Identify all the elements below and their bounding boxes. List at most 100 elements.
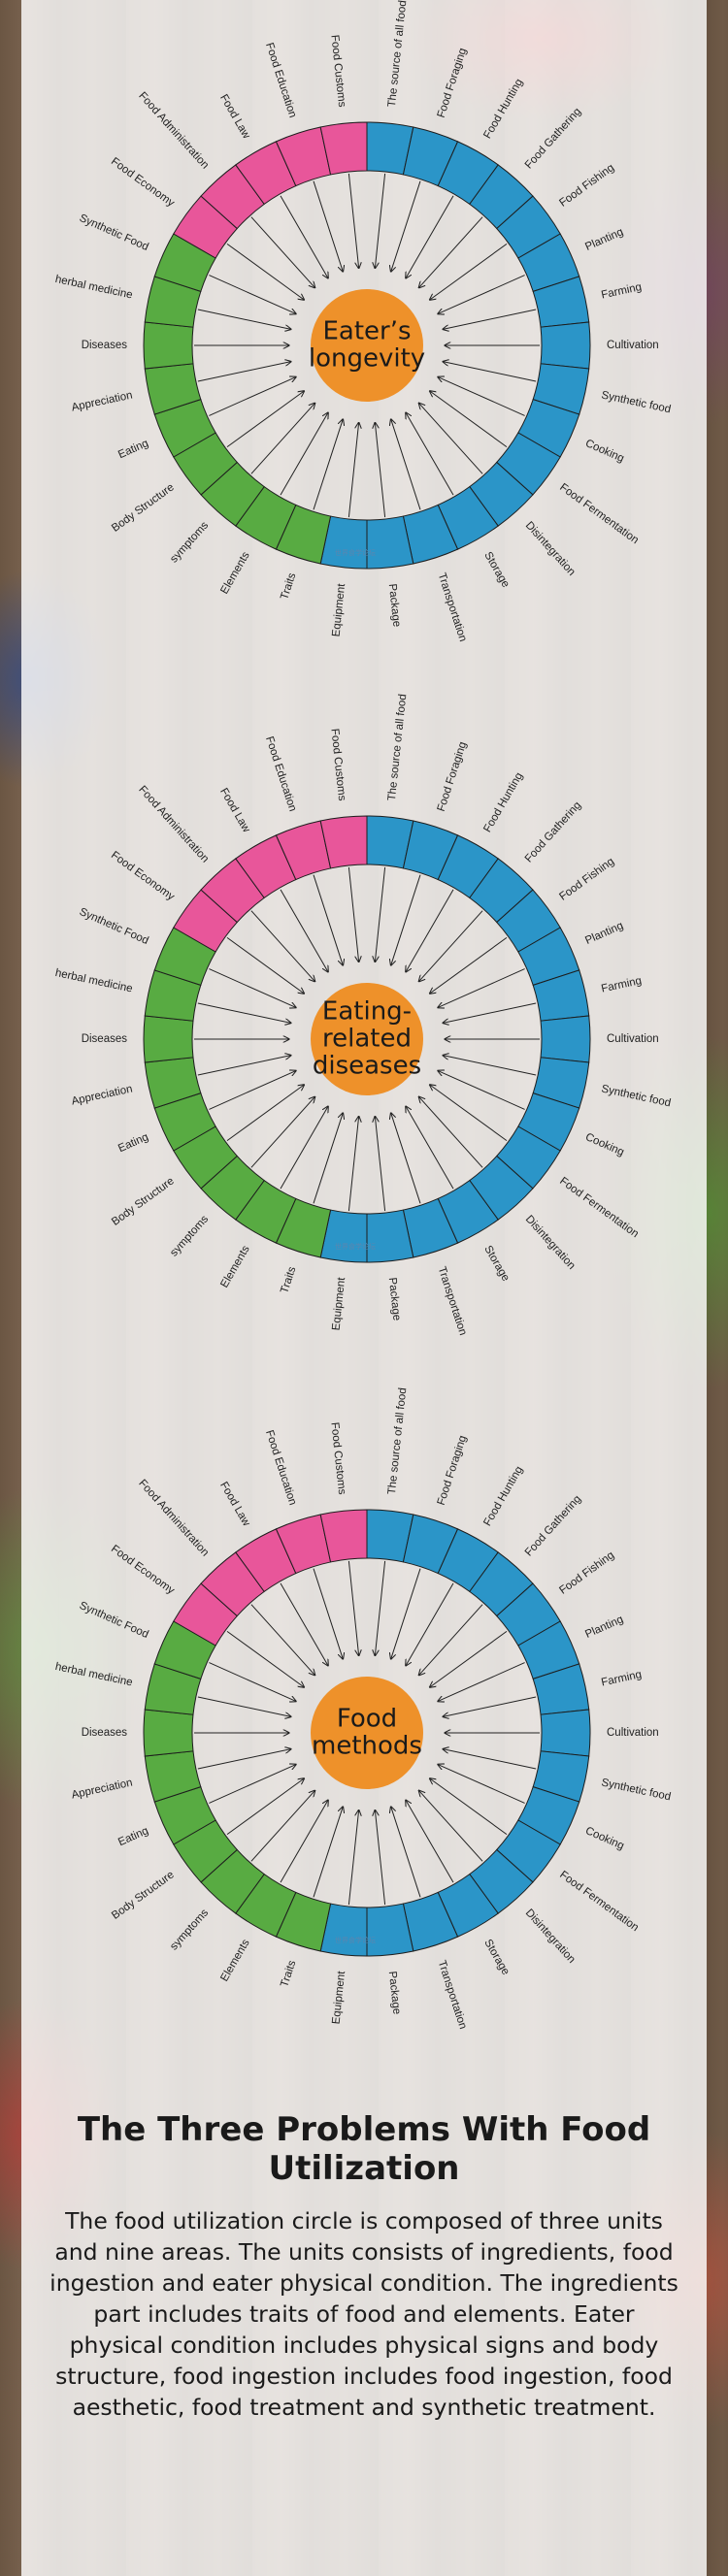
segment-arrow: [443, 362, 537, 382]
segment-arrow: [438, 1765, 525, 1804]
segment-label: Food Administration: [136, 784, 211, 865]
segment-label: Diseases: [82, 1727, 128, 1739]
segment-arrow: [438, 1662, 525, 1702]
wheel-segment: [319, 815, 368, 869]
segment-label: Package: [386, 1971, 403, 2015]
segment-arrow: [443, 1002, 537, 1023]
segment-arrow: [209, 1071, 296, 1110]
segment-arrow: [430, 243, 508, 300]
wheel-1-svg: The source of all food Food Foraging Food …: [54, 0, 672, 643]
segment-label: Planting: [583, 226, 625, 253]
segment-label: Food Gathering: [523, 799, 583, 864]
segment-label: Food Hunting: [481, 770, 525, 834]
segment-label: Food Administration: [136, 1478, 211, 1559]
segment-arrow: [406, 889, 454, 972]
center-label: Eating-: [322, 997, 412, 1027]
segment-arrow: [430, 1085, 508, 1142]
segment-label: Food Economy: [109, 156, 177, 210]
segment-label: Cooking: [583, 1131, 625, 1158]
segment-label: Storage: [481, 1938, 512, 1977]
segment-arrow: [250, 1096, 315, 1168]
segment-arrow: [443, 1696, 537, 1716]
segment-arrow: [197, 1749, 291, 1770]
segment-label: Food Customs: [328, 1421, 347, 1495]
segment-label: Body Structure: [110, 481, 177, 534]
segment-arrow: [391, 419, 421, 510]
page-title: The Three Problems With Food Utilization: [77, 2110, 651, 2188]
segment-label: Disintegration: [523, 1908, 578, 1966]
center-circle: [311, 1677, 423, 1789]
segment-arrow: [226, 936, 304, 994]
center-label: diseases: [313, 1052, 421, 1081]
center-circle: [311, 983, 423, 1095]
segment-arrow: [226, 1630, 304, 1687]
segment-arrow: [438, 1071, 525, 1110]
segment-arrow: [313, 874, 343, 965]
segment-arrow: [280, 889, 328, 972]
center-circle: [311, 289, 423, 402]
segment-arrow: [443, 1749, 537, 1770]
segment-label: Appreciation: [71, 1777, 134, 1802]
segment-arrow: [375, 866, 386, 962]
segment-arrow: [280, 1800, 328, 1883]
segment-label: Cooking: [583, 438, 625, 465]
description: The food utilization circle is composed …: [50, 2207, 678, 2421]
segment-arrow: [313, 1568, 343, 1659]
segment-label: Diseases: [82, 1033, 128, 1045]
segment-arrow: [226, 1085, 304, 1142]
segment-arrow: [250, 1790, 315, 1862]
segment-arrow: [209, 377, 296, 416]
segment-label: Transportation: [436, 1265, 469, 1337]
segment-arrow: [347, 423, 358, 518]
segment-label: Food Education: [263, 735, 298, 813]
segment-arrow: [280, 195, 328, 278]
center-label: Food: [337, 1705, 397, 1734]
watermark-logo: 世界食学论坛: [335, 548, 376, 557]
segment-arrow: [375, 1810, 386, 1906]
segment-label: Food Foraging: [436, 47, 470, 119]
segment-label: Elements: [218, 550, 251, 597]
segment-label: Storage: [481, 1244, 512, 1284]
segment-label: Appreciation: [71, 1084, 134, 1108]
segment-arrow: [209, 1662, 296, 1702]
segment-label: Package: [386, 583, 403, 628]
segment-label: Cultivation: [607, 1033, 659, 1045]
wheel-segment: [143, 1015, 194, 1063]
segment-arrow: [347, 173, 358, 268]
segment-label: Food Fermentation: [557, 481, 641, 546]
segment-arrow: [438, 968, 525, 1008]
segment-label: Farming: [600, 975, 643, 995]
segment-arrow: [419, 1604, 483, 1676]
segment-arrow: [391, 1807, 421, 1898]
segment-label: Equipment: [330, 1276, 347, 1331]
segment-label: Traits: [279, 1959, 298, 1989]
segment-label: Elements: [218, 1938, 251, 1984]
segment-label: herbal medicine: [54, 967, 134, 995]
segment-arrow: [391, 1568, 421, 1659]
wheel-segment: [540, 321, 591, 370]
segment-label: Synthetic Food: [78, 906, 150, 947]
segment-arrow: [419, 1096, 483, 1168]
segment-label: Planting: [583, 1614, 625, 1641]
segment-label: Food Customs: [328, 34, 347, 108]
segment-label: Package: [386, 1277, 403, 1321]
segment-arrow: [197, 1696, 291, 1716]
segment-arrow: [313, 1113, 343, 1204]
segment-label: Food Fermentation: [557, 1175, 641, 1240]
wheel-segment: [143, 1709, 194, 1757]
segment-label: Food Customs: [328, 728, 347, 801]
wheel-segment: [319, 121, 368, 176]
wheel-segment: [319, 1509, 368, 1563]
segment-arrow: [419, 403, 483, 474]
segment-arrow: [430, 1778, 508, 1836]
segment-arrow: [197, 1056, 291, 1076]
segment-label: Food Gathering: [523, 1493, 583, 1558]
wheel-3-svg: The source of all food Food Foraging Food …: [54, 1387, 672, 2031]
wheel-segment: [540, 1709, 591, 1757]
segment-arrow: [250, 403, 315, 474]
segment-arrow: [391, 1113, 421, 1204]
segment-label: Food Law: [217, 92, 252, 141]
segment-arrow: [375, 423, 386, 518]
segment-label: Food Gathering: [523, 106, 583, 171]
segment-label: Farming: [600, 1669, 643, 1689]
